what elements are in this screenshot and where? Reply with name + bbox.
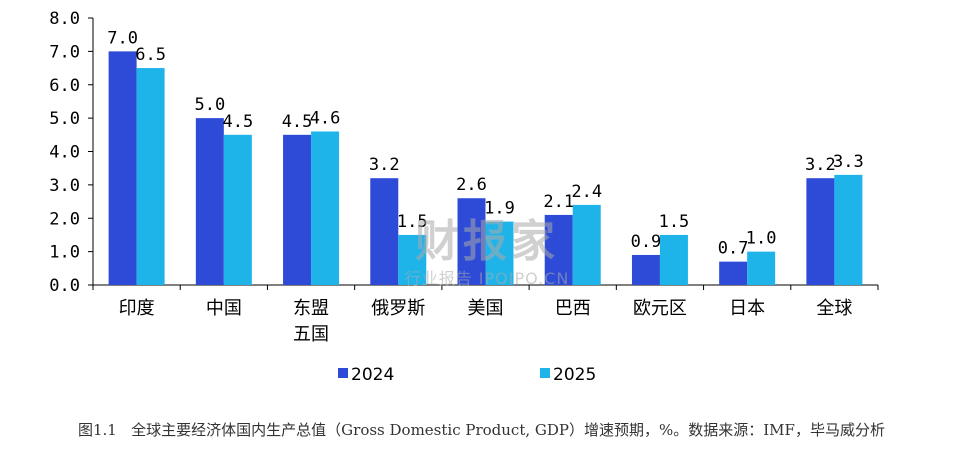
bar-2025 (834, 174, 863, 285)
y-tick-label: 7.0 (49, 42, 80, 62)
data-label-2025: 4.5 (222, 112, 253, 132)
data-label-2024: 2.6 (456, 175, 487, 195)
x-category-label: 五国 (293, 324, 329, 345)
data-label-2024: 3.2 (805, 155, 836, 175)
bar-2025 (485, 221, 514, 285)
x-category-label: 俄罗斯 (371, 298, 425, 319)
figure-caption: 图1.1 全球主要经济体国内生产总值（Gross Domestic Produc… (40, 420, 940, 441)
y-tick-label: 4.0 (49, 143, 80, 163)
data-label-2025: 1.5 (397, 212, 428, 232)
bar-2025 (659, 234, 688, 285)
data-label-2024: 7.0 (107, 28, 138, 48)
figure-number: 图1.1 (78, 421, 117, 439)
data-label-2024: 5.0 (194, 95, 225, 115)
legend-swatch-2025 (540, 368, 550, 378)
data-label-2024: 3.2 (369, 155, 400, 175)
data-label-2024: 2.1 (543, 192, 574, 212)
legend-label-2024: 2024 (351, 365, 394, 385)
y-tick-label: 1.0 (49, 243, 80, 263)
y-tick-label: 5.0 (49, 109, 80, 129)
bar-2024 (283, 134, 312, 285)
bar-2025 (311, 131, 340, 285)
data-label-2025: 1.0 (746, 229, 777, 249)
bar-2024 (370, 178, 399, 285)
legend-label-2025: 2025 (553, 365, 596, 385)
bar-2024 (108, 51, 137, 285)
y-tick-label: 8.0 (49, 9, 80, 29)
x-category-label: 欧元区 (633, 298, 687, 319)
bar-2025 (747, 251, 776, 285)
data-label-2025: 1.5 (659, 212, 690, 232)
x-category-label: 全球 (816, 298, 852, 319)
gdp-bar-chart: 0.01.02.03.04.05.06.07.08.07.06.5印度5.04.… (49, 9, 879, 385)
y-tick-label: 6.0 (49, 76, 80, 96)
data-label-2025: 4.6 (310, 108, 341, 128)
bar-2025 (572, 204, 601, 285)
x-category-label: 东盟 (293, 298, 329, 319)
bar-2024 (195, 118, 224, 285)
bar-2024 (719, 261, 748, 285)
x-category-label: 美国 (468, 298, 504, 319)
bar-2024 (457, 198, 486, 285)
bar-2025 (136, 68, 165, 285)
y-tick-label: 2.0 (49, 209, 80, 229)
bar-2024 (631, 254, 660, 285)
data-label-2025: 6.5 (135, 45, 166, 65)
x-category-label: 巴西 (555, 298, 591, 319)
legend-swatch-2024 (338, 368, 348, 378)
bar-2025 (223, 134, 252, 285)
x-category-label: 印度 (119, 298, 155, 319)
x-category-label: 中国 (206, 298, 242, 319)
data-label-2025: 3.3 (833, 152, 864, 172)
caption-text: 全球主要经济体国内生产总值（Gross Domestic Product, GD… (131, 421, 885, 439)
y-tick-label: 3.0 (49, 176, 80, 196)
data-label-2025: 2.4 (571, 182, 602, 202)
bar-2025 (398, 234, 427, 285)
bar-2024 (544, 214, 573, 285)
data-label-2024: 4.5 (282, 112, 313, 132)
data-label-2024: 0.7 (718, 239, 749, 259)
x-category-label: 日本 (729, 298, 765, 319)
data-label-2024: 0.9 (631, 232, 662, 252)
data-label-2025: 1.9 (484, 199, 515, 219)
bar-2024 (806, 178, 835, 285)
y-tick-label: 0.0 (49, 276, 80, 296)
